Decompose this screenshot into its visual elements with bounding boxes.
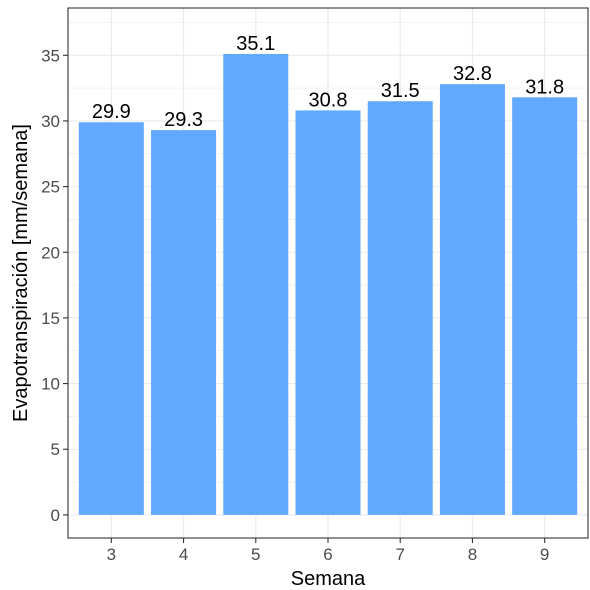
x-tick-label: 7 — [395, 545, 404, 564]
y-tick-label: 0 — [51, 506, 60, 525]
x-axis-title: Semana — [291, 568, 366, 590]
x-tick-label: 5 — [251, 545, 260, 564]
y-tick-label: 35 — [41, 46, 60, 65]
x-tick-label: 8 — [468, 545, 477, 564]
bar-value-label: 35.1 — [236, 33, 275, 55]
y-tick-label: 30 — [41, 112, 60, 131]
bar-value-label: 32.8 — [453, 63, 492, 85]
y-tick-label: 10 — [41, 375, 60, 394]
x-axis-ticks: 3 4 5 6 7 8 9 — [107, 538, 549, 564]
bar-value-label: 30.8 — [309, 89, 348, 111]
bar — [223, 53, 289, 515]
y-axis-ticks: 0 5 10 15 20 25 30 35 — [41, 46, 68, 525]
bar — [512, 97, 578, 515]
y-tick-label: 15 — [41, 309, 60, 328]
y-axis-title: Evapotranspiración [mm/semana] — [10, 124, 32, 422]
x-tick-label: 9 — [540, 545, 549, 564]
bar — [295, 110, 361, 515]
x-tick-label: 6 — [323, 545, 332, 564]
bar — [78, 122, 144, 515]
bar-value-label: 31.5 — [381, 80, 420, 102]
y-tick-label: 20 — [41, 243, 60, 262]
bar-value-label: 29.9 — [92, 101, 131, 123]
bar — [439, 84, 505, 515]
bars — [78, 53, 578, 515]
x-tick-label: 3 — [107, 545, 116, 564]
x-tick-label: 4 — [179, 545, 188, 564]
bar-value-label: 29.3 — [164, 109, 203, 131]
bar — [367, 101, 433, 515]
y-tick-label: 25 — [41, 178, 60, 197]
y-tick-label: 5 — [51, 440, 60, 459]
bar-value-labels: 29.9 29.3 35.1 30.8 31.5 32.8 31.8 — [92, 33, 564, 131]
bar — [151, 130, 217, 515]
bar-value-label: 31.8 — [525, 76, 564, 98]
